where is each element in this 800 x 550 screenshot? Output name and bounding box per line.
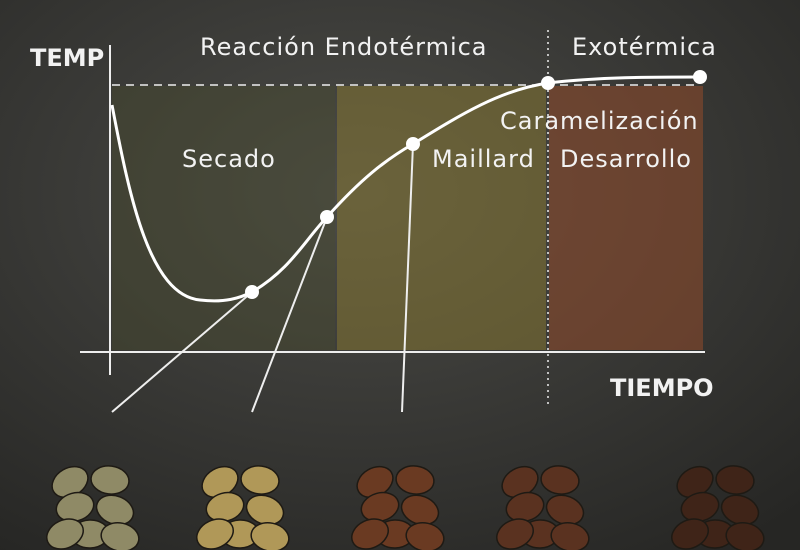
- coffee-bean: [100, 521, 140, 550]
- bean-cluster: [671, 465, 765, 550]
- coffee-bean: [250, 521, 290, 550]
- curve-point: [320, 210, 334, 224]
- curve-point: [406, 137, 420, 151]
- coffee-bean: [725, 521, 765, 550]
- coffee-bean: [360, 491, 400, 523]
- y-axis-label: TEMP: [30, 44, 104, 72]
- coffee-bean: [205, 491, 245, 523]
- phase-label: Reacción Endotérmica: [200, 33, 488, 61]
- coffee-bean: [505, 491, 545, 523]
- coffee-bean: [196, 518, 234, 550]
- coffee-bean: [395, 465, 435, 495]
- coffee-bean: [680, 491, 720, 523]
- coffee-bean: [245, 494, 285, 526]
- x-axis-label: TIEMPO: [610, 374, 714, 402]
- bean-cluster: [496, 465, 590, 550]
- coffee-bean: [55, 491, 95, 523]
- development-region: [549, 86, 703, 350]
- curve-point: [693, 70, 707, 84]
- coffee-bean: [240, 465, 280, 495]
- coffee-bean: [405, 521, 445, 550]
- curve-points: [245, 70, 707, 299]
- drying-region: [112, 86, 335, 350]
- bean-cluster: [351, 465, 445, 550]
- coffee-bean: [715, 465, 755, 495]
- coffee-bean: [671, 518, 709, 550]
- phase-label: Exotérmica: [572, 33, 717, 61]
- maillard-region: [337, 86, 546, 350]
- stage-label: Caramelización: [500, 107, 699, 135]
- pointer-line: [401, 143, 414, 413]
- bean-cluster: [46, 465, 140, 550]
- coffee-bean: [550, 521, 590, 550]
- coffee-bean: [90, 465, 130, 495]
- bean-cluster: [196, 465, 290, 550]
- stage-label: Desarrollo: [560, 145, 692, 173]
- pointer-line: [111, 291, 253, 413]
- stage-label: Maillard: [432, 145, 535, 173]
- curve-point: [245, 285, 259, 299]
- coffee-bean: [720, 494, 760, 526]
- coffee-bean: [400, 494, 440, 526]
- coffee-bean: [545, 494, 585, 526]
- coffee-bean: [95, 494, 135, 526]
- stage-label: Secado: [182, 145, 276, 173]
- curve-point: [541, 76, 555, 90]
- coffee-bean: [46, 518, 84, 550]
- coffee-bean: [540, 465, 580, 495]
- coffee-bean: [351, 518, 389, 550]
- pointer-line: [251, 216, 328, 413]
- coffee-bean: [496, 518, 534, 550]
- bean-clusters: [46, 465, 765, 550]
